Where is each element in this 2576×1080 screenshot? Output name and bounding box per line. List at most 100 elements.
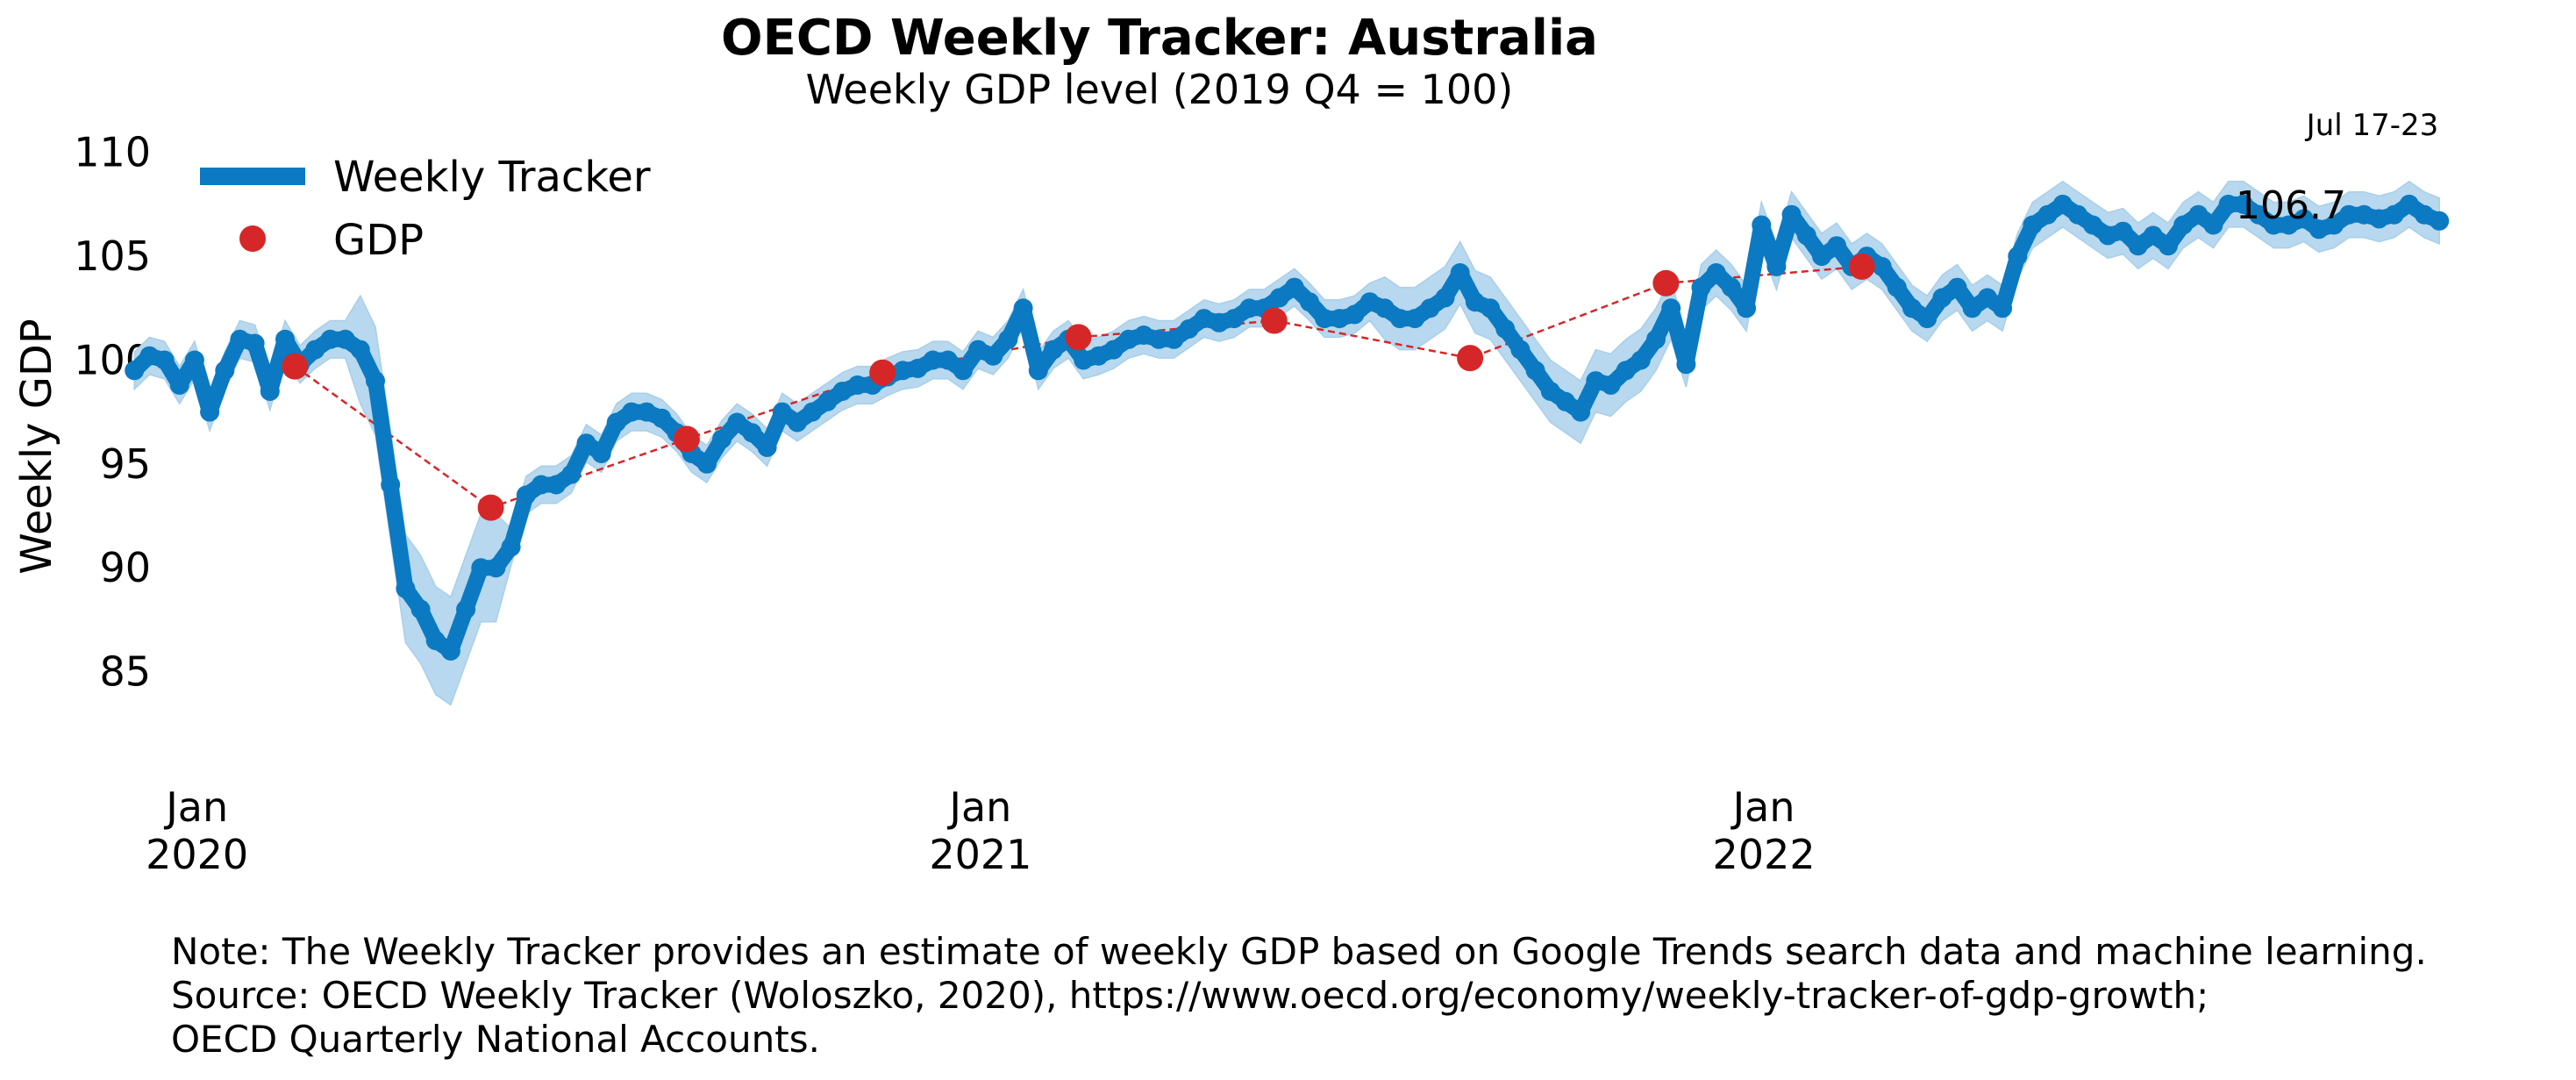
tracker-point	[652, 408, 672, 428]
tracker-point	[516, 485, 536, 505]
tracker-point	[591, 444, 611, 463]
tracker-point	[2052, 194, 2073, 214]
tracker-point	[125, 361, 145, 381]
tracker-point	[1977, 288, 1997, 308]
tracker-point	[2294, 209, 2314, 229]
x-tick-month: Jan	[163, 783, 228, 831]
tracker-point	[1661, 298, 1681, 318]
tracker-point	[803, 402, 823, 422]
tracker-point	[1586, 371, 1606, 391]
tracker-point	[1917, 309, 1937, 329]
tracker-point	[2384, 204, 2404, 225]
tracker-point	[1028, 361, 1048, 381]
tracker-point	[275, 329, 295, 349]
tracker-point	[1481, 298, 1501, 318]
tracker-point	[696, 454, 717, 474]
tracker-point	[998, 329, 1018, 349]
tracker-point	[1525, 361, 1545, 381]
tracker-point	[2279, 215, 2299, 235]
tracker-point	[757, 437, 777, 457]
tracker-point	[1269, 288, 1289, 308]
tracker-point	[1209, 312, 1229, 333]
tracker-point	[1827, 236, 1847, 256]
tracker-point	[1706, 263, 1726, 283]
tracker-point	[1752, 215, 1772, 235]
tracker-point	[1345, 304, 1365, 325]
tracker-point	[335, 329, 355, 349]
tracker-point	[1721, 277, 1741, 297]
tracker-point	[1947, 277, 1967, 297]
tracker-point	[2430, 211, 2450, 231]
tracker-point	[1284, 277, 1304, 297]
tracker-point	[471, 558, 491, 578]
tracker-point	[1149, 329, 1169, 349]
tracker-point	[1796, 225, 1816, 246]
tracker-point	[2339, 204, 2359, 225]
tracker-point	[1134, 325, 1153, 345]
y-tick-label: 90	[99, 544, 151, 591]
tracker-point	[1616, 361, 1636, 381]
tracker-point	[546, 475, 567, 495]
tracker-point	[2008, 247, 2028, 267]
tracker-point	[622, 402, 641, 422]
legend-swatch-weekly-tracker	[200, 168, 305, 185]
x-tick-month: Jan	[1730, 783, 1795, 831]
x-tick-month: Jan	[946, 783, 1011, 831]
chart-subtitle: Weekly GDP level (2019 Q4 = 100)	[806, 66, 1514, 113]
tracker-point	[1405, 309, 1425, 329]
y-tick-label: 110	[74, 129, 151, 176]
tracker-point	[1962, 298, 1982, 318]
note-line: Note: The Weekly Tracker provides an est…	[171, 930, 2427, 973]
tracker-point	[410, 599, 431, 619]
tracker-point	[1390, 309, 1409, 329]
y-axis-label: Weekly GDP	[12, 318, 61, 575]
tracker-point	[1013, 298, 1033, 318]
tracker-point	[532, 475, 551, 495]
tracker-point	[425, 631, 446, 651]
gdp-point	[477, 494, 504, 521]
tracker-point	[230, 329, 250, 349]
tracker-point	[2159, 236, 2178, 256]
tracker-point	[1993, 298, 2013, 318]
tracker-point	[1374, 298, 1395, 318]
tracker-point	[1887, 277, 1907, 297]
tracker-point	[1676, 354, 1696, 375]
legend-marker-gdp	[239, 225, 266, 252]
tracker-point	[2369, 209, 2389, 229]
gdp-point	[673, 426, 700, 453]
x-tick-year: 2022	[1713, 831, 1816, 878]
tracker-point	[772, 402, 792, 422]
tracker-point	[486, 558, 506, 578]
tracker-point	[1465, 292, 1485, 312]
tracker-point	[1556, 391, 1575, 411]
tracker-point	[908, 358, 928, 378]
tracker-point	[1315, 309, 1335, 329]
tracker-point	[1300, 292, 1319, 312]
tracker-point	[1044, 340, 1063, 360]
gdp-point	[1848, 253, 1875, 280]
tracker-point	[350, 340, 370, 360]
tracker-point	[938, 350, 958, 370]
tracker-point	[561, 464, 582, 484]
tracker-point	[742, 423, 762, 443]
legend: Weekly Tracker GDP	[200, 153, 651, 265]
gdp-point	[869, 359, 896, 386]
tracker-point	[2308, 219, 2329, 240]
tracker-point	[817, 391, 838, 411]
tracker-point	[2128, 236, 2148, 256]
tracker-point	[215, 361, 235, 381]
tracker-point	[2113, 221, 2133, 241]
tracker-point	[2249, 204, 2269, 225]
gdp-point	[1065, 324, 1092, 351]
tracker-point	[1088, 346, 1109, 366]
gdp-point	[1260, 307, 1288, 334]
tracker-point	[1118, 329, 1138, 349]
last-period-label: Jul 17-23	[2305, 108, 2439, 143]
tracker-point	[366, 371, 385, 391]
tracker-point	[637, 402, 657, 422]
tracker-point	[381, 475, 401, 495]
tracker-point	[923, 350, 943, 370]
tracker-point	[1601, 375, 1621, 395]
tracker-point	[1781, 204, 1802, 225]
